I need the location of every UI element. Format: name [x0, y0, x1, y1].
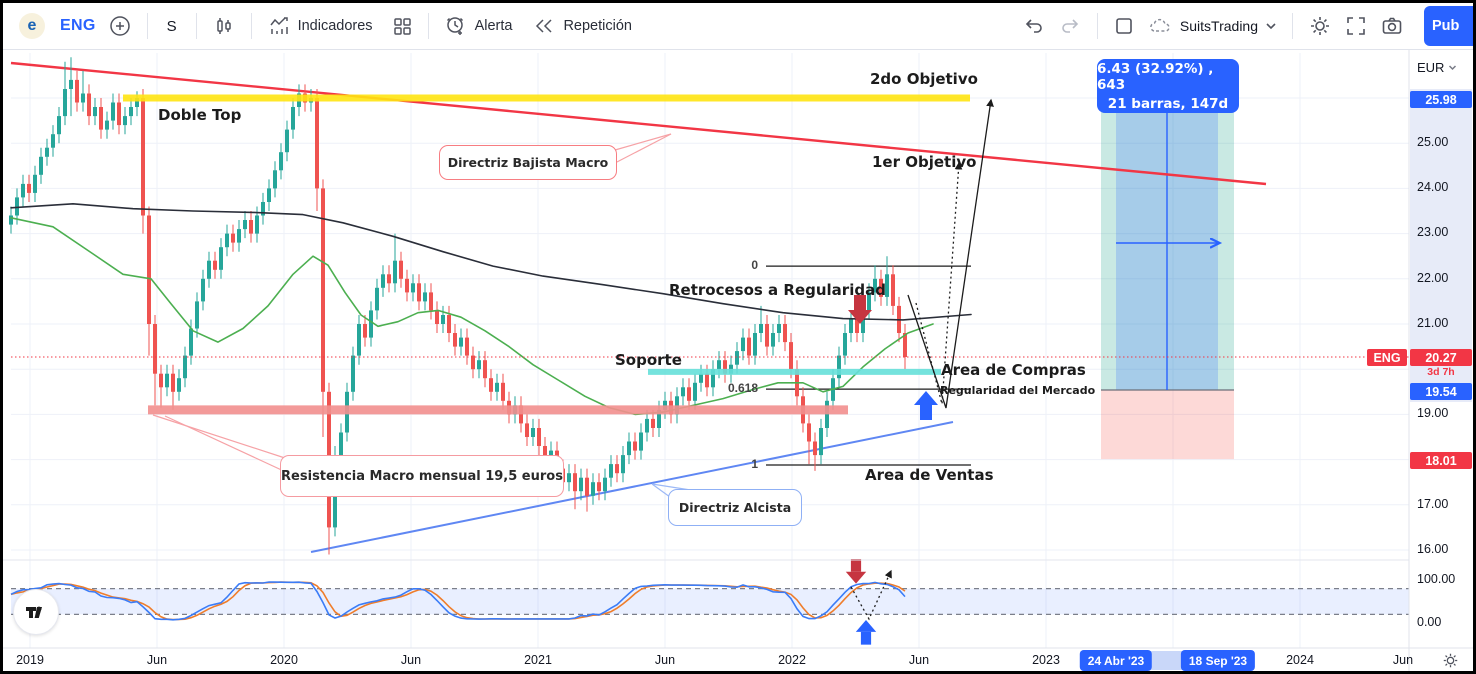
indicators-icon	[270, 17, 288, 34]
annotation-soporte: Soporte	[615, 351, 682, 369]
grid-icon	[393, 18, 411, 35]
annotation-doble-top: Doble Top	[158, 106, 242, 124]
gear-icon	[1311, 17, 1329, 35]
range-info-line1: 6.43 (32.92%) , 643	[1097, 60, 1214, 93]
range-info-box[interactable]: 6.43 (32.92%) , 643 21 barras, 147d	[1097, 59, 1239, 113]
cloud-account-button[interactable]: SuitsTrading	[1141, 11, 1283, 41]
annotation-area-compras: Area de Compras	[941, 361, 1086, 379]
bar-countdown: 3d 7h	[1427, 366, 1455, 378]
annotation-1er-objetivo: 1er Objetivo	[872, 153, 977, 171]
toolbar-divider	[195, 13, 197, 39]
symbol-price-badge: ENG	[1367, 349, 1407, 366]
annotation-regularidad: Regularidad del Mercado	[940, 384, 1096, 397]
alert-button[interactable]: Alerta	[438, 10, 519, 42]
account-name: SuitsTrading	[1179, 18, 1258, 34]
replay-button[interactable]: Repetición	[526, 10, 638, 42]
toolbar-divider	[427, 13, 429, 39]
undo-icon	[1025, 19, 1042, 33]
rewind-icon	[536, 19, 552, 33]
currency-label: EUR	[1417, 60, 1445, 75]
compare-add-button[interactable]	[102, 10, 138, 42]
toolbar-divider	[1096, 13, 1098, 39]
indicators-button[interactable]: Indicadores	[261, 10, 379, 42]
price-badge-entry: 19.54	[1410, 383, 1472, 400]
symbol-button[interactable]: e ENG	[13, 9, 102, 43]
single-layout-icon	[1116, 18, 1132, 34]
undo-button[interactable]	[1016, 10, 1052, 42]
currency-selector[interactable]: EUR	[1417, 60, 1457, 75]
publish-button[interactable]: Pub	[1424, 6, 1473, 46]
snapshot-button[interactable]	[1374, 10, 1410, 42]
toolbar-divider	[146, 13, 148, 39]
range-info-line2: 21 barras, 147d	[1107, 95, 1229, 112]
interval-button[interactable]: S	[157, 14, 187, 39]
annotation-area-ventas: Area de Ventas	[865, 466, 994, 484]
annotation-retrocesos: Retrocesos a Regularidad	[669, 281, 886, 299]
cloud-icon	[1150, 18, 1170, 32]
toolbar-divider	[1292, 13, 1293, 39]
chevron-down-icon	[1449, 65, 1457, 71]
settings-button[interactable]	[1302, 10, 1338, 42]
fullscreen-button[interactable]	[1338, 10, 1374, 42]
camera-icon	[1382, 17, 1402, 34]
callout-directriz-bajista[interactable]: Directriz Bajista Macro	[439, 145, 617, 180]
callout-resistencia-macro[interactable]: Resistencia Macro mensual 19,5 euros	[280, 455, 564, 497]
layout-select-button[interactable]	[1107, 11, 1141, 41]
top-toolbar: e ENG S Indicadores	[3, 3, 1473, 50]
time-scale[interactable]	[3, 649, 1409, 671]
alert-label: Alerta	[474, 18, 513, 34]
tradingview-logo-icon	[26, 606, 42, 618]
chevron-down-icon	[1266, 23, 1276, 30]
alarm-clock-icon	[446, 17, 463, 35]
fullscreen-icon	[1347, 17, 1365, 35]
annotation-2do-objetivo: 2do Objetivo	[870, 70, 978, 88]
redo-button[interactable]	[1052, 10, 1088, 42]
symbol-name: ENG	[60, 17, 96, 34]
callout-directriz-alcista[interactable]: Directriz Alcista	[668, 489, 802, 526]
timezone-sun-icon[interactable]	[1442, 652, 1459, 671]
toolbar-divider	[250, 13, 252, 39]
candlestick-icon	[216, 18, 231, 34]
tradingview-logo[interactable]	[13, 589, 59, 635]
chart-style-button[interactable]	[206, 10, 242, 42]
indicators-label: Indicadores	[297, 18, 373, 34]
redo-icon	[1062, 19, 1079, 33]
symbol-logo-icon: e	[19, 13, 45, 39]
price-badge-high: 25.98	[1410, 91, 1472, 108]
chart-canvas[interactable]	[3, 3, 1473, 671]
price-badge-stop: 18.01	[1410, 452, 1472, 469]
layout-grid-button[interactable]	[385, 11, 419, 41]
price-badge-current: 20.27	[1410, 349, 1472, 366]
interval-label: S	[166, 17, 177, 35]
plus-circle-icon	[109, 16, 130, 36]
replay-label: Repetición	[563, 18, 632, 34]
